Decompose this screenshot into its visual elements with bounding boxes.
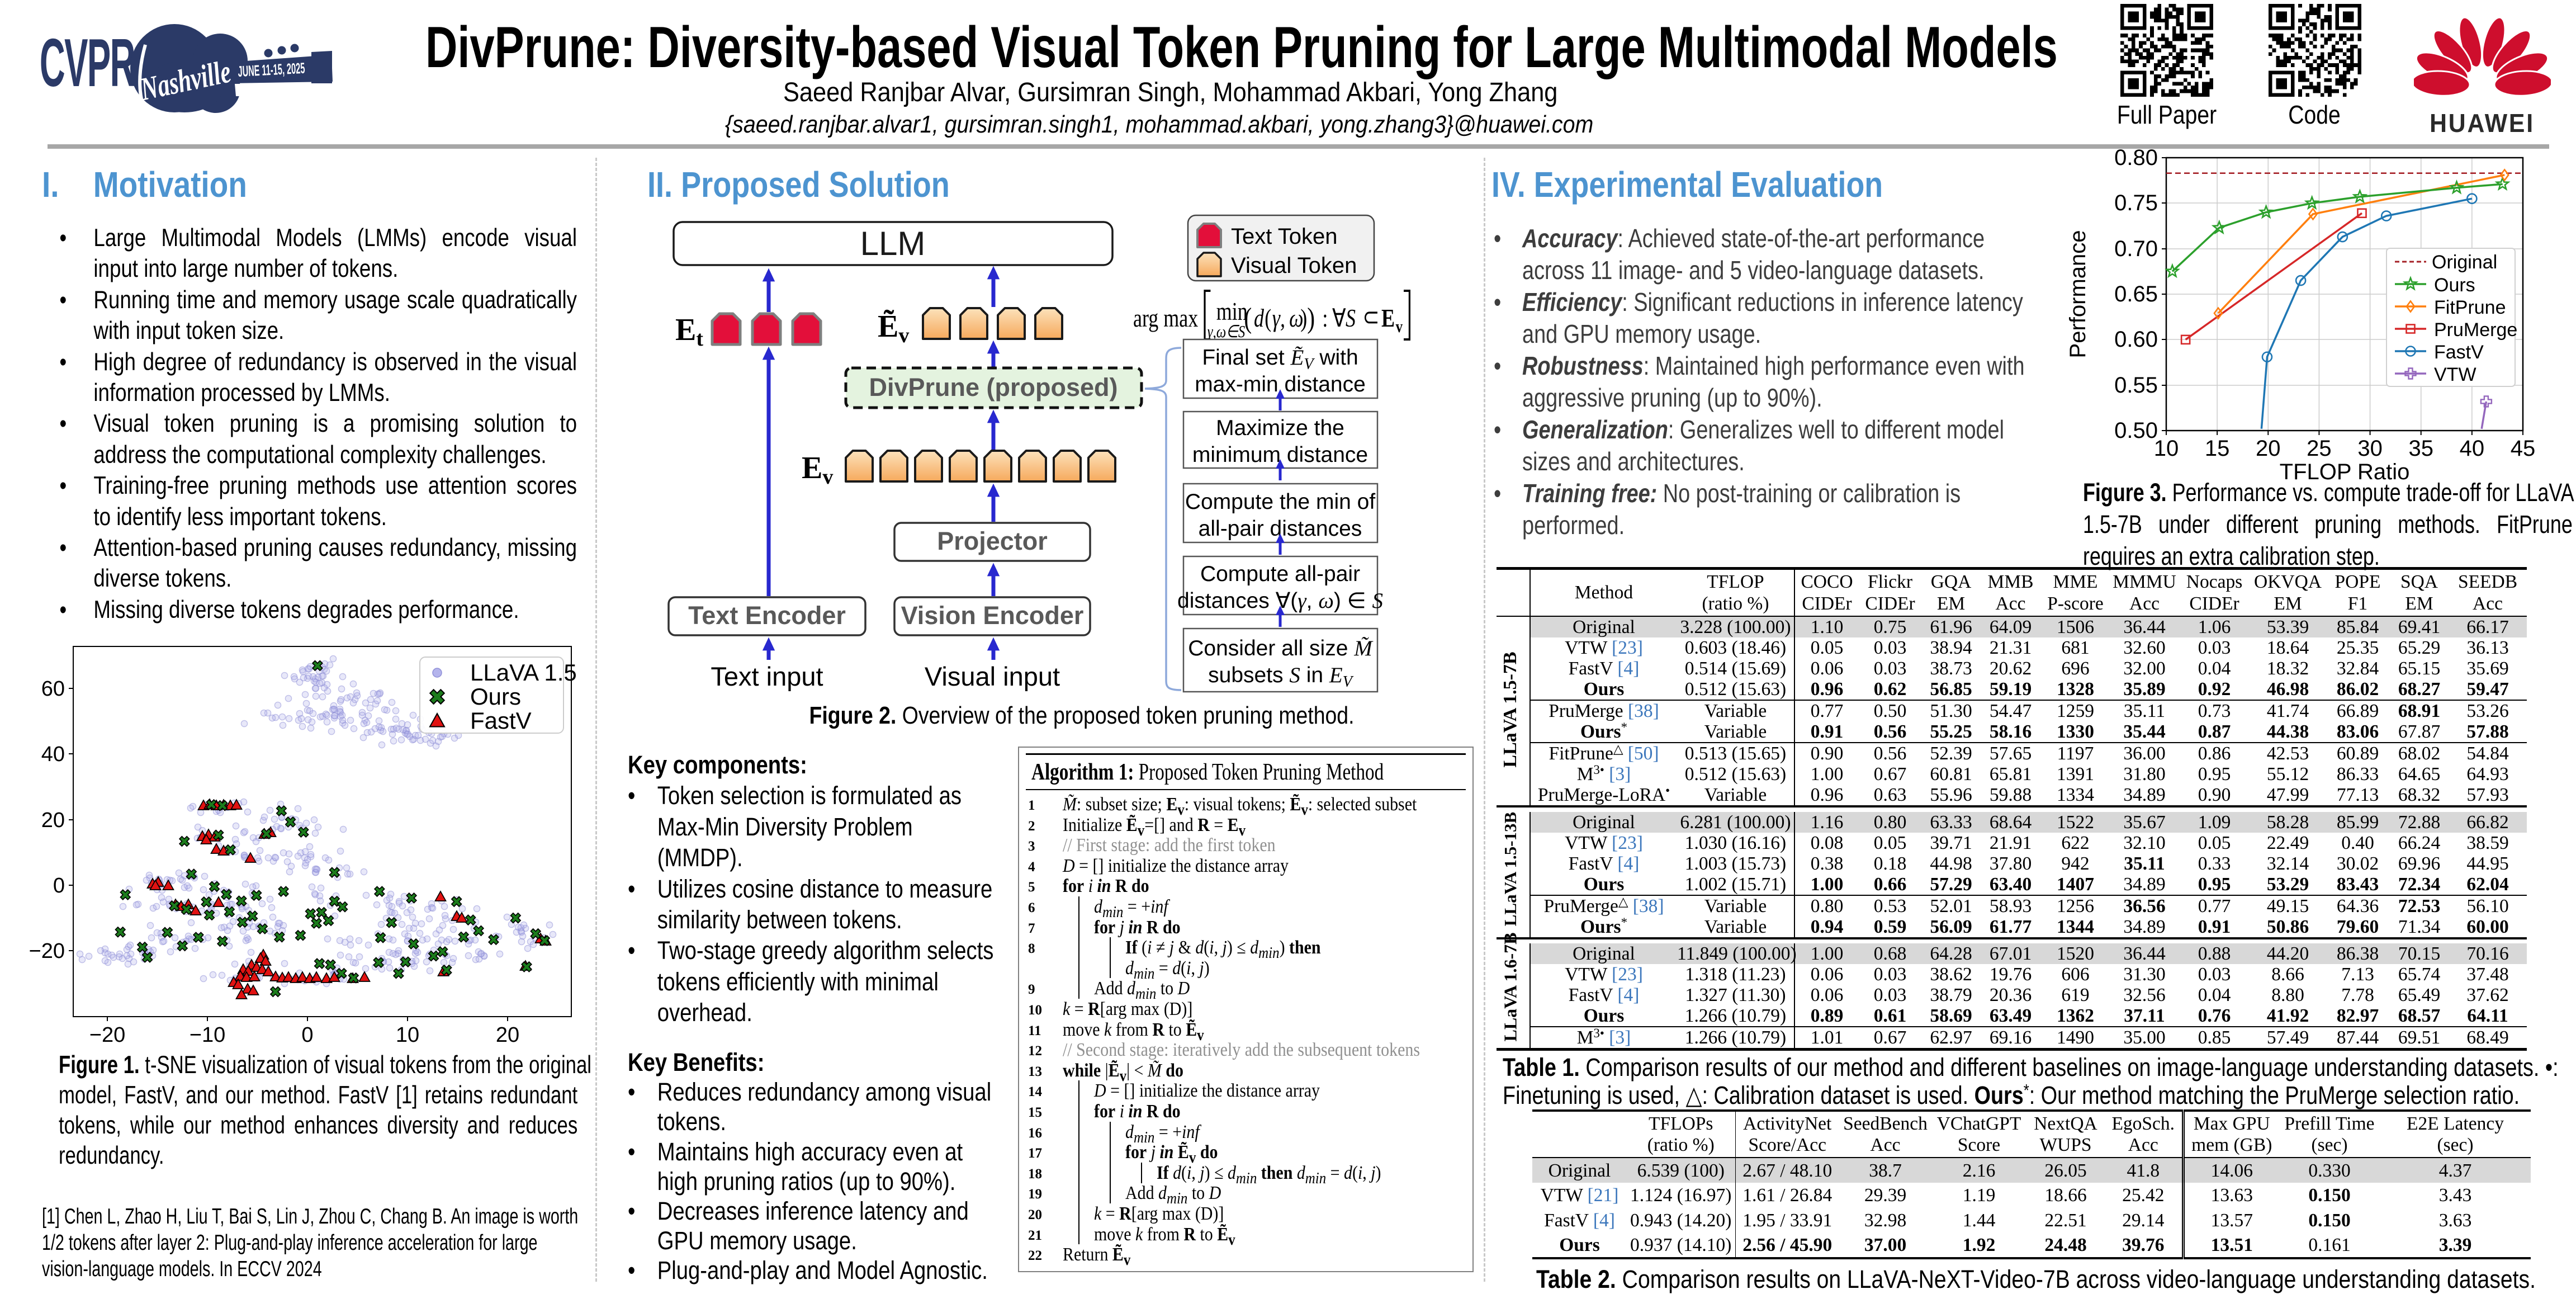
svg-text:Ours: Ours (2434, 275, 2475, 296)
svg-text:γ,ω∈S: γ,ω∈S (1208, 322, 1245, 341)
svg-text:10: 10 (2154, 436, 2179, 461)
svg-text:LLM: LLM (860, 225, 926, 262)
svg-text:S: S (1346, 304, 1356, 332)
svg-text:Text Encoder: Text Encoder (688, 601, 846, 630)
svg-text:20: 20 (41, 809, 65, 832)
svg-text:0.65: 0.65 (2114, 282, 2158, 306)
svg-text:LLaVA 1.5: LLaVA 1.5 (470, 659, 577, 686)
svg-text:VTW: VTW (2434, 364, 2476, 385)
svg-text:35: 35 (2408, 436, 2433, 461)
svg-text:d: d (1254, 304, 1265, 332)
svg-text:0: 0 (301, 1023, 313, 1047)
svg-text:∀: ∀ (1332, 304, 1346, 332)
svg-text:Ours: Ours (470, 683, 521, 710)
svg-text:Compute the min of: Compute the min of (1185, 490, 1376, 514)
svg-text:Et: Et (675, 313, 703, 351)
svg-text:Vision Encoder: Vision Encoder (901, 601, 1084, 630)
svg-text::: : (1322, 304, 1328, 332)
svg-text:−10: −10 (190, 1023, 225, 1047)
svg-text:FastV: FastV (470, 707, 532, 734)
svg-text:CVPR: CVPR (40, 25, 135, 101)
svg-text:FitPrune: FitPrune (2434, 297, 2506, 318)
svg-text:(: ( (1244, 303, 1252, 334)
svg-text:subsets S in EV: subsets S in EV (1208, 663, 1354, 691)
svg-text:Compute all-pair: Compute all-pair (1200, 562, 1360, 586)
svg-text:20: 20 (496, 1023, 519, 1047)
svg-text:Ev: Ev (802, 451, 833, 489)
svg-text:E: E (1381, 304, 1395, 332)
svg-text:0.50: 0.50 (2114, 418, 2158, 443)
svg-text:(: ( (1265, 304, 1271, 332)
svg-text:FastV: FastV (2434, 342, 2484, 363)
svg-text:0.80: 0.80 (2114, 148, 2158, 170)
svg-text:HUAWEI: HUAWEI (2430, 110, 2535, 138)
svg-text:arg max: arg max (1133, 304, 1198, 332)
svg-text:45: 45 (2511, 436, 2536, 461)
svg-text:v: v (1396, 317, 1403, 336)
svg-text:Projector: Projector (937, 527, 1048, 555)
svg-text:⊂: ⊂ (1362, 303, 1379, 331)
svg-text:60: 60 (41, 677, 65, 701)
svg-text:Visual Token: Visual Token (1231, 253, 1357, 278)
svg-text:): ) (1300, 304, 1307, 332)
svg-text:0.75: 0.75 (2114, 191, 2158, 215)
svg-text:0.55: 0.55 (2114, 373, 2158, 398)
svg-text:25: 25 (2307, 436, 2332, 461)
svg-text:Ẽv: Ẽv (878, 309, 909, 347)
svg-text:Text input: Text input (711, 662, 823, 691)
svg-text:15: 15 (2205, 436, 2230, 461)
svg-text:Performance: Performance (2066, 230, 2090, 358)
svg-text:0: 0 (53, 874, 65, 898)
svg-text:distances ∀(γ, ω) ∈ S: distances ∀(γ, ω) ∈ S (1177, 589, 1383, 613)
svg-text:JUNE 11-15, 2025: JUNE 11-15, 2025 (238, 60, 305, 80)
svg-text:Original: Original (2432, 252, 2497, 273)
svg-text:Final set ẼV with: Final set ẼV with (1202, 346, 1358, 373)
svg-text:γ, ω: γ, ω (1272, 304, 1304, 332)
svg-text:−20: −20 (29, 939, 65, 963)
svg-text:): ) (1307, 303, 1315, 334)
svg-text:30: 30 (2357, 436, 2383, 461)
svg-text:40: 40 (2460, 436, 2485, 461)
svg-text:TFLOP Ratio: TFLOP Ratio (2280, 460, 2410, 484)
svg-text:min: min (1216, 297, 1248, 325)
svg-text:Visual input: Visual input (925, 662, 1060, 691)
svg-text:Consider all size M̃: Consider all size M̃ (1188, 636, 1374, 660)
svg-text:10: 10 (396, 1023, 419, 1047)
svg-text:DivPrune (proposed): DivPrune (proposed) (869, 373, 1117, 402)
svg-text:40: 40 (41, 743, 65, 766)
svg-text:PruMerge: PruMerge (2434, 319, 2517, 341)
svg-text:Maximize the: Maximize the (1216, 416, 1344, 440)
svg-text:0.70: 0.70 (2114, 237, 2158, 261)
svg-text:20: 20 (2256, 436, 2281, 461)
svg-text:Text Token: Text Token (1231, 224, 1338, 249)
svg-text:0.60: 0.60 (2114, 327, 2158, 352)
svg-text:−20: −20 (89, 1023, 125, 1047)
